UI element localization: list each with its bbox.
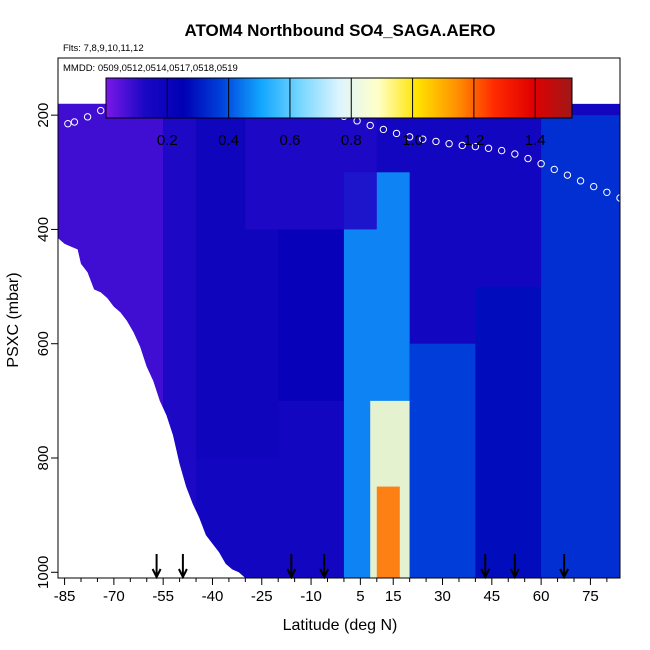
plot-frame	[57, 57, 621, 579]
x-tick-label-3: -40	[202, 588, 224, 605]
observation-point-26	[392, 129, 401, 138]
x-tick-label-9: 45	[483, 588, 500, 605]
y-tick-label-0: 200	[35, 103, 52, 128]
observation-point-42	[603, 188, 611, 196]
x-tick-label-10: 60	[533, 588, 550, 605]
colorbar-gradient	[105, 77, 573, 119]
observation-point-25	[379, 125, 388, 134]
heatmap-region-10	[245, 103, 377, 230]
observation-point-27	[405, 133, 414, 141]
colorbar-tick-label-6: 1.4	[525, 132, 546, 149]
descent-arrow-5	[509, 554, 520, 580]
colorbar-tick-label-2: 0.6	[280, 132, 301, 149]
chart-title: ATOM4 Northbound SO4_SAGA.AERO	[184, 21, 495, 40]
x-tick-label-5: -10	[300, 588, 322, 605]
heatmap-region-1	[163, 103, 197, 578]
colorbar: 0.2 0.4 0.6 0.8 1.0 1.2 1.4	[105, 77, 573, 149]
observation-point-41	[590, 182, 598, 191]
heatmap-region-6	[376, 486, 400, 578]
y-tick-label-2: 600	[35, 331, 52, 356]
observation-point-2	[83, 113, 92, 121]
heatmap-field	[58, 103, 620, 578]
colorbar-tick-label-4: 1.0	[402, 132, 423, 149]
x-tick-label-1: -70	[103, 588, 125, 605]
colorbar-tick-label-3: 0.8	[341, 132, 362, 149]
observation-point-0	[64, 120, 72, 128]
observation-point-36	[524, 154, 532, 163]
colorbar-tick-label-1: 0.4	[218, 132, 239, 149]
observation-point-1	[70, 118, 79, 126]
x-tick-label-11: 75	[582, 588, 599, 605]
x-tick-label-7: 15	[385, 588, 402, 605]
y-tick-label-4: 1000	[35, 556, 52, 589]
observation-point-33	[484, 144, 493, 152]
descent-arrow-1	[177, 554, 188, 580]
x-axis-label: Latitude (deg N)	[283, 617, 398, 634]
observation-point-34	[497, 146, 506, 155]
heatmap-region-8	[475, 286, 542, 578]
observation-point-39	[563, 171, 572, 179]
heatmap-region-0	[58, 103, 164, 578]
observation-point-29	[432, 137, 440, 146]
y-tick-label-1: 400	[35, 217, 52, 242]
descent-arrow-2	[286, 554, 297, 580]
descent-arrow-3	[319, 554, 330, 580]
heatmap-region-9	[541, 115, 620, 578]
observation-point-24	[366, 121, 374, 130]
colorbar-tick-label-0: 0.2	[157, 132, 178, 149]
y-axis-label: PSXC (mbar)	[5, 272, 22, 367]
y-tick-label-3: 800	[35, 445, 52, 470]
dates-note: MMDD: 0509,0512,0514,0517,0518,0519	[63, 63, 238, 74]
observation-point-38	[550, 165, 558, 174]
observation-point-37	[537, 160, 545, 168]
observation-point-30	[445, 140, 453, 148]
colorbar-tick-label-5: 1.2	[463, 132, 484, 149]
x-tick-label-0: -85	[54, 588, 76, 605]
plot-area: -85 -70 -55 -40 -25 -10 5 15 30 45 60 75 200 400 600 80…	[35, 57, 624, 605]
observation-point-40	[576, 177, 585, 185]
observation-point-3	[97, 106, 105, 115]
observation-point-31	[458, 141, 466, 150]
descent-arrow-0	[151, 554, 162, 580]
observation-point-32	[471, 142, 480, 151]
descent-arrow-4	[480, 554, 491, 580]
x-tick-label-2: -55	[152, 588, 174, 605]
x-tick-label-4: -25	[251, 588, 273, 605]
descent-arrow-6	[559, 554, 570, 580]
flights-note: Flts: 7,8,9,10,11,12	[63, 43, 144, 54]
x-tick-label-6: 5	[356, 588, 364, 605]
x-tick-label-8: 30	[434, 588, 451, 605]
observation-point-28	[419, 135, 427, 143]
observation-point-35	[511, 150, 519, 158]
heatmap-region-7	[409, 343, 476, 578]
